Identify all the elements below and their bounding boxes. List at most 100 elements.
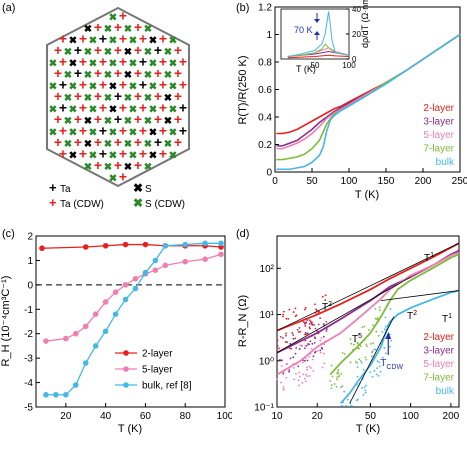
lattice-site: + [134,134,142,150]
legend-entry: bulk [436,386,455,397]
scatter-point [350,342,353,345]
lattice-site: + [99,54,107,70]
scatter-point [374,317,377,320]
scatter-point [330,387,333,390]
lattice-site: ✖ [84,162,92,173]
lattice-site: ✖ [149,82,157,93]
fit-line [276,242,460,331]
lattice-site: ✖ [64,93,72,104]
scatter-point [285,332,287,335]
scatter-point [282,315,284,318]
scatter-point [298,384,300,387]
lattice-site: ✖ [104,116,112,127]
scatter-point [278,347,280,350]
chart-d: 10 20 50 100 200 10⁻¹ 10⁰ 10¹ 10² T1 T2 T1 T2 T5 TCDW… [237,235,460,435]
scatter-point [282,386,285,388]
data-point [92,343,99,349]
scatter-point [290,347,293,350]
scatter-point [341,405,343,407]
scatter-point [341,352,344,354]
inset-annotation: 70 K [294,25,313,35]
scatter-point [276,344,279,347]
scatter-point [378,361,381,364]
scatter-point [309,340,312,343]
scatter-point [324,299,327,301]
legend-mark-s-cdw: ✖ [133,196,143,210]
lattice-site: ✖ [104,162,112,173]
lattice-site: + [74,42,82,58]
scatter-point [320,337,323,340]
data-point [43,338,49,344]
scatter-point [293,366,295,369]
scatter-point [378,306,381,309]
chart-b-xlabel: T (K) [355,189,379,201]
lattice-site: ✖ [69,105,77,116]
lattice-site: ✖ [69,82,77,93]
lattice-site: ✖ [109,36,117,47]
lattice-site: ✖ [169,36,177,47]
lattice-site: + [154,111,162,127]
inset-arrowhead-down [314,19,320,23]
lattice-site: ✖ [109,151,117,162]
series-line-1 [45,253,222,342]
scatter-point [299,344,301,347]
data-point [202,240,208,247]
lattice-site: + [79,54,87,70]
scatter-point [320,346,323,349]
lattice-site: + [99,100,107,116]
lattice-site: + [174,111,182,127]
legend-marker [123,382,129,388]
lattice-site: + [139,54,147,70]
series-line-3 [287,43,350,57]
scatter-point [288,308,291,311]
lattice-site: + [159,123,167,139]
lattice-site: + [94,19,102,35]
data-point [82,244,89,250]
scatter-point [343,390,346,393]
scatter-point [350,405,353,407]
lattice-site: ✖ [144,47,152,58]
lattice-site: + [94,88,102,104]
lattice-site: + [139,31,147,47]
scatter-point [306,368,308,371]
lattice-site: + [94,134,102,150]
fit-line [276,276,411,353]
scatter-point [372,324,374,326]
data-point [53,391,59,398]
scatter-point [289,342,292,345]
series-line-4 [340,289,460,404]
chart-d-legend: 2-layer 3-layer 5-layer 7-layer bulk [423,332,455,397]
scatter-point [345,405,348,407]
scatter-point [295,372,297,375]
lattice-site: ✖ [64,47,72,58]
scatter-point [346,398,349,401]
scatter-point [390,339,393,342]
scatter-point [314,337,316,340]
lattice-site: ✖ [144,24,152,35]
scatter-point [317,350,319,352]
scatter-point [378,309,381,312]
inset-arrowhead-up [314,31,320,35]
scatter-point [325,328,328,331]
scatter-point [303,347,306,350]
data-point [72,330,79,337]
scatter-point [309,319,311,322]
scatter-point [299,330,302,333]
lattice-site: ✖ [109,128,117,139]
lattice-site: + [94,157,102,173]
scatter-point [298,348,301,350]
lattice-site: ✖ [149,59,157,70]
scatter-point [371,375,374,378]
series-line-3 [329,253,460,376]
lattice-site: + [79,31,87,47]
scatter-point [319,339,322,342]
lattice-site: + [74,111,82,127]
lattice-site: + [114,42,122,58]
scatter-point [308,365,311,368]
scatter-point [361,326,364,329]
scatter-point [306,319,309,322]
data-point [122,296,129,303]
scatter-point [282,388,285,391]
x-tick-label: 0 [272,176,278,187]
lattice-site: ✖ [84,24,92,35]
